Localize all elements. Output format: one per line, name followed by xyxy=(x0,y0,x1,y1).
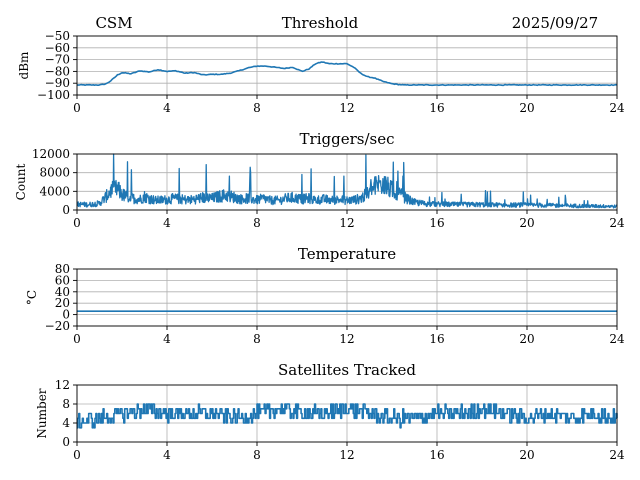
threshold-panel: 0 4 8 12 16 20 24 −100−90−80−70−60−50 dBm xyxy=(17,29,625,115)
satellites-xtick-label: 8 xyxy=(253,448,261,462)
temperature-ytick-label: −20 xyxy=(45,319,70,333)
threshold-ytick-label: −50 xyxy=(45,29,70,43)
satellites-panel: 0 4 8 12 16 20 24 0 4 8 12 Number Satellites Tracked xyxy=(35,361,625,462)
triggers-series-line xyxy=(76,153,618,209)
temperature-xtick-label: 12 xyxy=(339,332,354,346)
satellites-title: Satellites Tracked xyxy=(278,361,416,379)
temperature-xtick-label: 4 xyxy=(163,332,171,346)
threshold-xtick-label: 12 xyxy=(339,101,354,115)
temperature-xtick-label: 20 xyxy=(519,332,534,346)
triggers-ylabel: Count xyxy=(14,163,28,200)
triggers-ytick-label: 0 xyxy=(62,203,70,217)
triggers-ytick-label: 12000 xyxy=(32,147,70,161)
satellites-ylabel: Number xyxy=(35,388,49,438)
temperature-ytick-label: 60 xyxy=(55,273,70,287)
satellites-series-line xyxy=(77,403,618,429)
temperature-ylabel: °C xyxy=(25,290,39,305)
threshold-ytick-label: −90 xyxy=(45,76,70,90)
threshold-ytick-label: −70 xyxy=(45,53,70,67)
satellites-xtick-label: 4 xyxy=(163,448,171,462)
triggers-xtick-label: 16 xyxy=(429,216,444,230)
satellites-ytick-label: 8 xyxy=(62,397,70,411)
triggers-xtick-label: 20 xyxy=(519,216,534,230)
temperature-ytick-label: 0 xyxy=(62,308,70,322)
temperature-ytick-label: 40 xyxy=(55,285,70,299)
threshold-xtick-label: 4 xyxy=(163,101,171,115)
triggers-title: Triggers/sec xyxy=(300,130,395,148)
header-left-label: CSM xyxy=(95,14,132,32)
threshold-xtick-label: 0 xyxy=(73,101,81,115)
temperature-ytick-label: 80 xyxy=(55,262,70,276)
satellites-xtick-label: 0 xyxy=(73,448,81,462)
satellites-xtick-label: 24 xyxy=(609,448,625,462)
triggers-xtick-label: 12 xyxy=(339,216,354,230)
temperature-xtick-label: 8 xyxy=(253,332,261,346)
threshold-xtick-label: 24 xyxy=(609,101,625,115)
temperature-xtick-label: 0 xyxy=(73,332,81,346)
threshold-ytick-label: −80 xyxy=(45,64,70,78)
threshold-ylabel: dBm xyxy=(17,51,31,80)
triggers-ytick-label: 8000 xyxy=(39,166,70,180)
threshold-ytick-label: −60 xyxy=(45,41,70,55)
triggers-xtick-label: 8 xyxy=(253,216,261,230)
chart-panels: 0 4 8 12 16 20 24 −100−90−80−70−60−50 dBm 0 4 8 12 16… xyxy=(14,29,625,462)
header-right-label: 2025/09/27 xyxy=(512,14,598,32)
temperature-xtick-label: 24 xyxy=(609,332,625,346)
temperature-ytick-label: 20 xyxy=(55,296,70,310)
triggers-panel: 0 4 8 12 16 20 24 0 4000 8000 12000 Count Triggers/s… xyxy=(14,130,625,230)
temperature-xtick-label: 16 xyxy=(429,332,444,346)
satellites-xtick-label: 20 xyxy=(519,448,534,462)
triggers-xtick-label: 24 xyxy=(609,216,625,230)
satellites-xtick-label: 12 xyxy=(339,448,354,462)
satellites-ytick-label: 4 xyxy=(62,416,70,430)
satellites-ytick-label: 12 xyxy=(55,378,70,392)
threshold-xtick-label: 16 xyxy=(429,101,444,115)
threshold-xtick-label: 20 xyxy=(519,101,534,115)
temperature-title: Temperature xyxy=(298,245,396,263)
threshold-series-line xyxy=(76,61,618,87)
threshold-ytick-label: −100 xyxy=(37,88,70,102)
triggers-xtick-label: 0 xyxy=(73,216,81,230)
header-center-label: Threshold xyxy=(282,14,359,32)
satellites-xtick-label: 16 xyxy=(429,448,444,462)
satellites-ytick-label: 0 xyxy=(62,435,70,449)
triggers-ytick-label: 4000 xyxy=(39,184,70,198)
threshold-xtick-label: 8 xyxy=(253,101,261,115)
triggers-xtick-label: 4 xyxy=(163,216,171,230)
